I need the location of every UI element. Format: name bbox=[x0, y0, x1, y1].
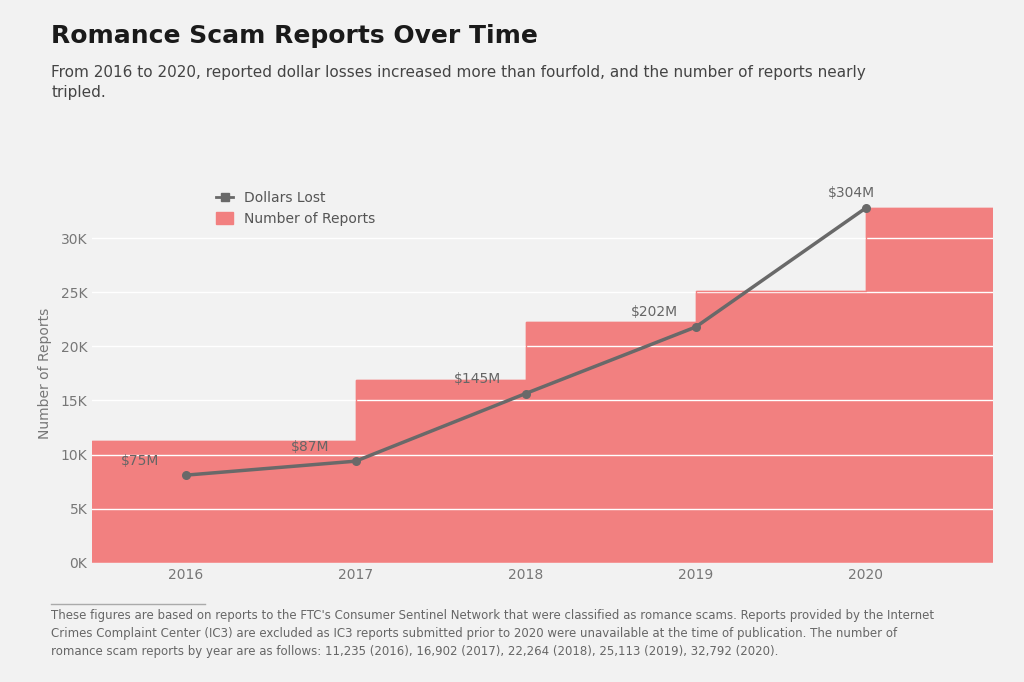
Legend: Dollars Lost, Number of Reports: Dollars Lost, Number of Reports bbox=[216, 191, 375, 226]
Text: Romance Scam Reports Over Time: Romance Scam Reports Over Time bbox=[51, 24, 538, 48]
Point bbox=[177, 470, 194, 481]
Point bbox=[857, 203, 873, 213]
Y-axis label: Number of Reports: Number of Reports bbox=[38, 308, 52, 439]
Text: $87M: $87M bbox=[291, 440, 330, 454]
Point bbox=[347, 456, 364, 466]
Text: $75M: $75M bbox=[121, 454, 160, 468]
Polygon shape bbox=[92, 208, 993, 563]
Text: From 2016 to 2020, reported dollar losses increased more than fourfold, and the : From 2016 to 2020, reported dollar losse… bbox=[51, 65, 866, 100]
Text: $202M: $202M bbox=[631, 306, 678, 319]
Text: $304M: $304M bbox=[828, 186, 876, 201]
Text: These figures are based on reports to the FTC's Consumer Sentinel Network that w: These figures are based on reports to th… bbox=[51, 609, 934, 658]
Point bbox=[687, 321, 703, 332]
Text: $145M: $145M bbox=[455, 372, 502, 386]
Point bbox=[517, 388, 534, 399]
